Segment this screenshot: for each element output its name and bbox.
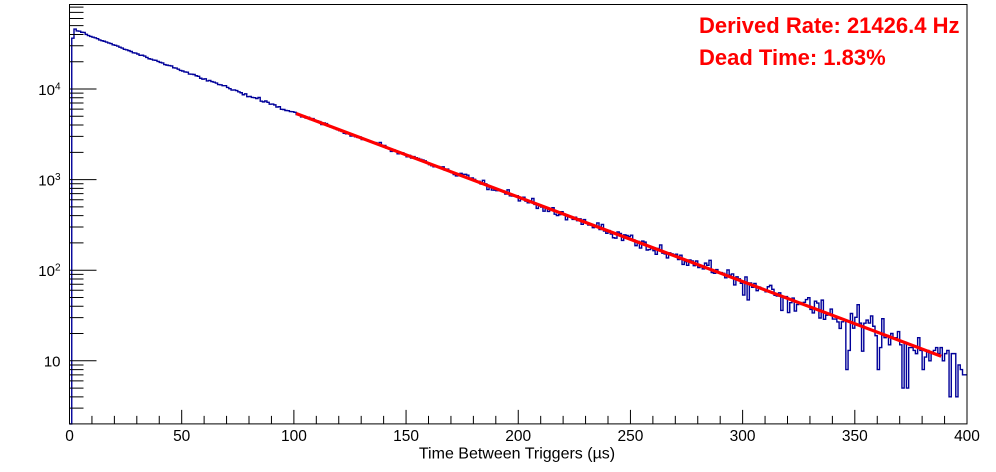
svg-text:Derived Rate: 21426.4 Hz: Derived Rate: 21426.4 Hz (699, 13, 959, 38)
svg-text:150: 150 (393, 428, 419, 445)
svg-text:300: 300 (730, 428, 756, 445)
svg-text:250: 250 (617, 428, 643, 445)
svg-text:Time Between Triggers (µs): Time Between Triggers (µs) (419, 446, 615, 463)
svg-text:Dead Time: 1.83%: Dead Time: 1.83% (699, 45, 886, 70)
svg-text:400: 400 (954, 428, 980, 445)
svg-text:200: 200 (505, 428, 531, 445)
svg-text:50: 50 (173, 428, 191, 445)
svg-text:350: 350 (842, 428, 868, 445)
svg-text:10: 10 (44, 354, 61, 371)
svg-text:0: 0 (65, 428, 74, 445)
svg-text:100: 100 (281, 428, 307, 445)
